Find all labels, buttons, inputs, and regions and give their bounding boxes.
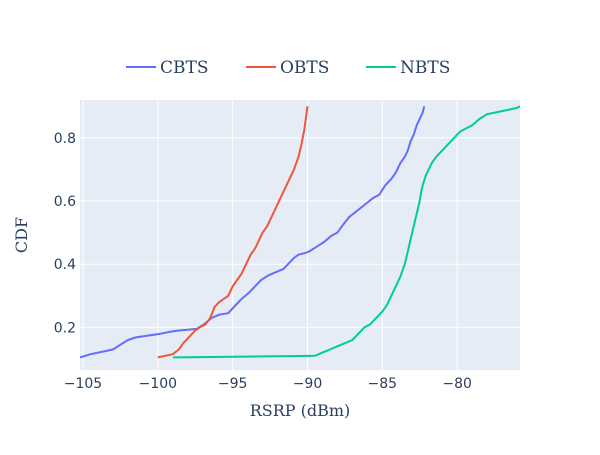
x-tick-label: −85	[368, 376, 398, 392]
legend-label: NBTS	[400, 58, 450, 78]
legend-item-cbts: CBTS	[126, 58, 209, 78]
x-tick-label: −100	[139, 376, 177, 392]
y-axis-ticks: 0.2 0.4 0.6 0.8	[54, 131, 76, 336]
series-layer	[80, 105, 520, 359]
series-line-cbts	[80, 106, 426, 359]
legend-item-obts: OBTS	[246, 58, 329, 78]
x-tick-label: −80	[442, 376, 472, 392]
series-line-nbts	[172, 105, 520, 359]
x-tick-label: −105	[64, 376, 102, 392]
x-axis-title: RSRP (dBm)	[250, 401, 351, 420]
y-tick-label: 0.2	[54, 320, 76, 336]
y-tick-label: 0.6	[54, 194, 76, 210]
y-axis-title: CDF	[12, 217, 31, 253]
legend: CBTS OBTS NBTS	[126, 58, 450, 78]
series-line-obts	[157, 106, 309, 359]
x-tick-label: −95	[218, 376, 248, 392]
legend-item-nbts: NBTS	[366, 58, 450, 78]
x-tick-label: −90	[293, 376, 323, 392]
gridlines	[80, 100, 520, 370]
y-tick-label: 0.4	[54, 257, 76, 273]
legend-label: OBTS	[280, 58, 329, 78]
plot-area	[80, 100, 520, 370]
y-tick-label: 0.8	[54, 131, 76, 147]
legend-label: CBTS	[160, 58, 209, 78]
x-axis-ticks: −105 −100 −95 −90 −85 −80	[64, 376, 472, 392]
